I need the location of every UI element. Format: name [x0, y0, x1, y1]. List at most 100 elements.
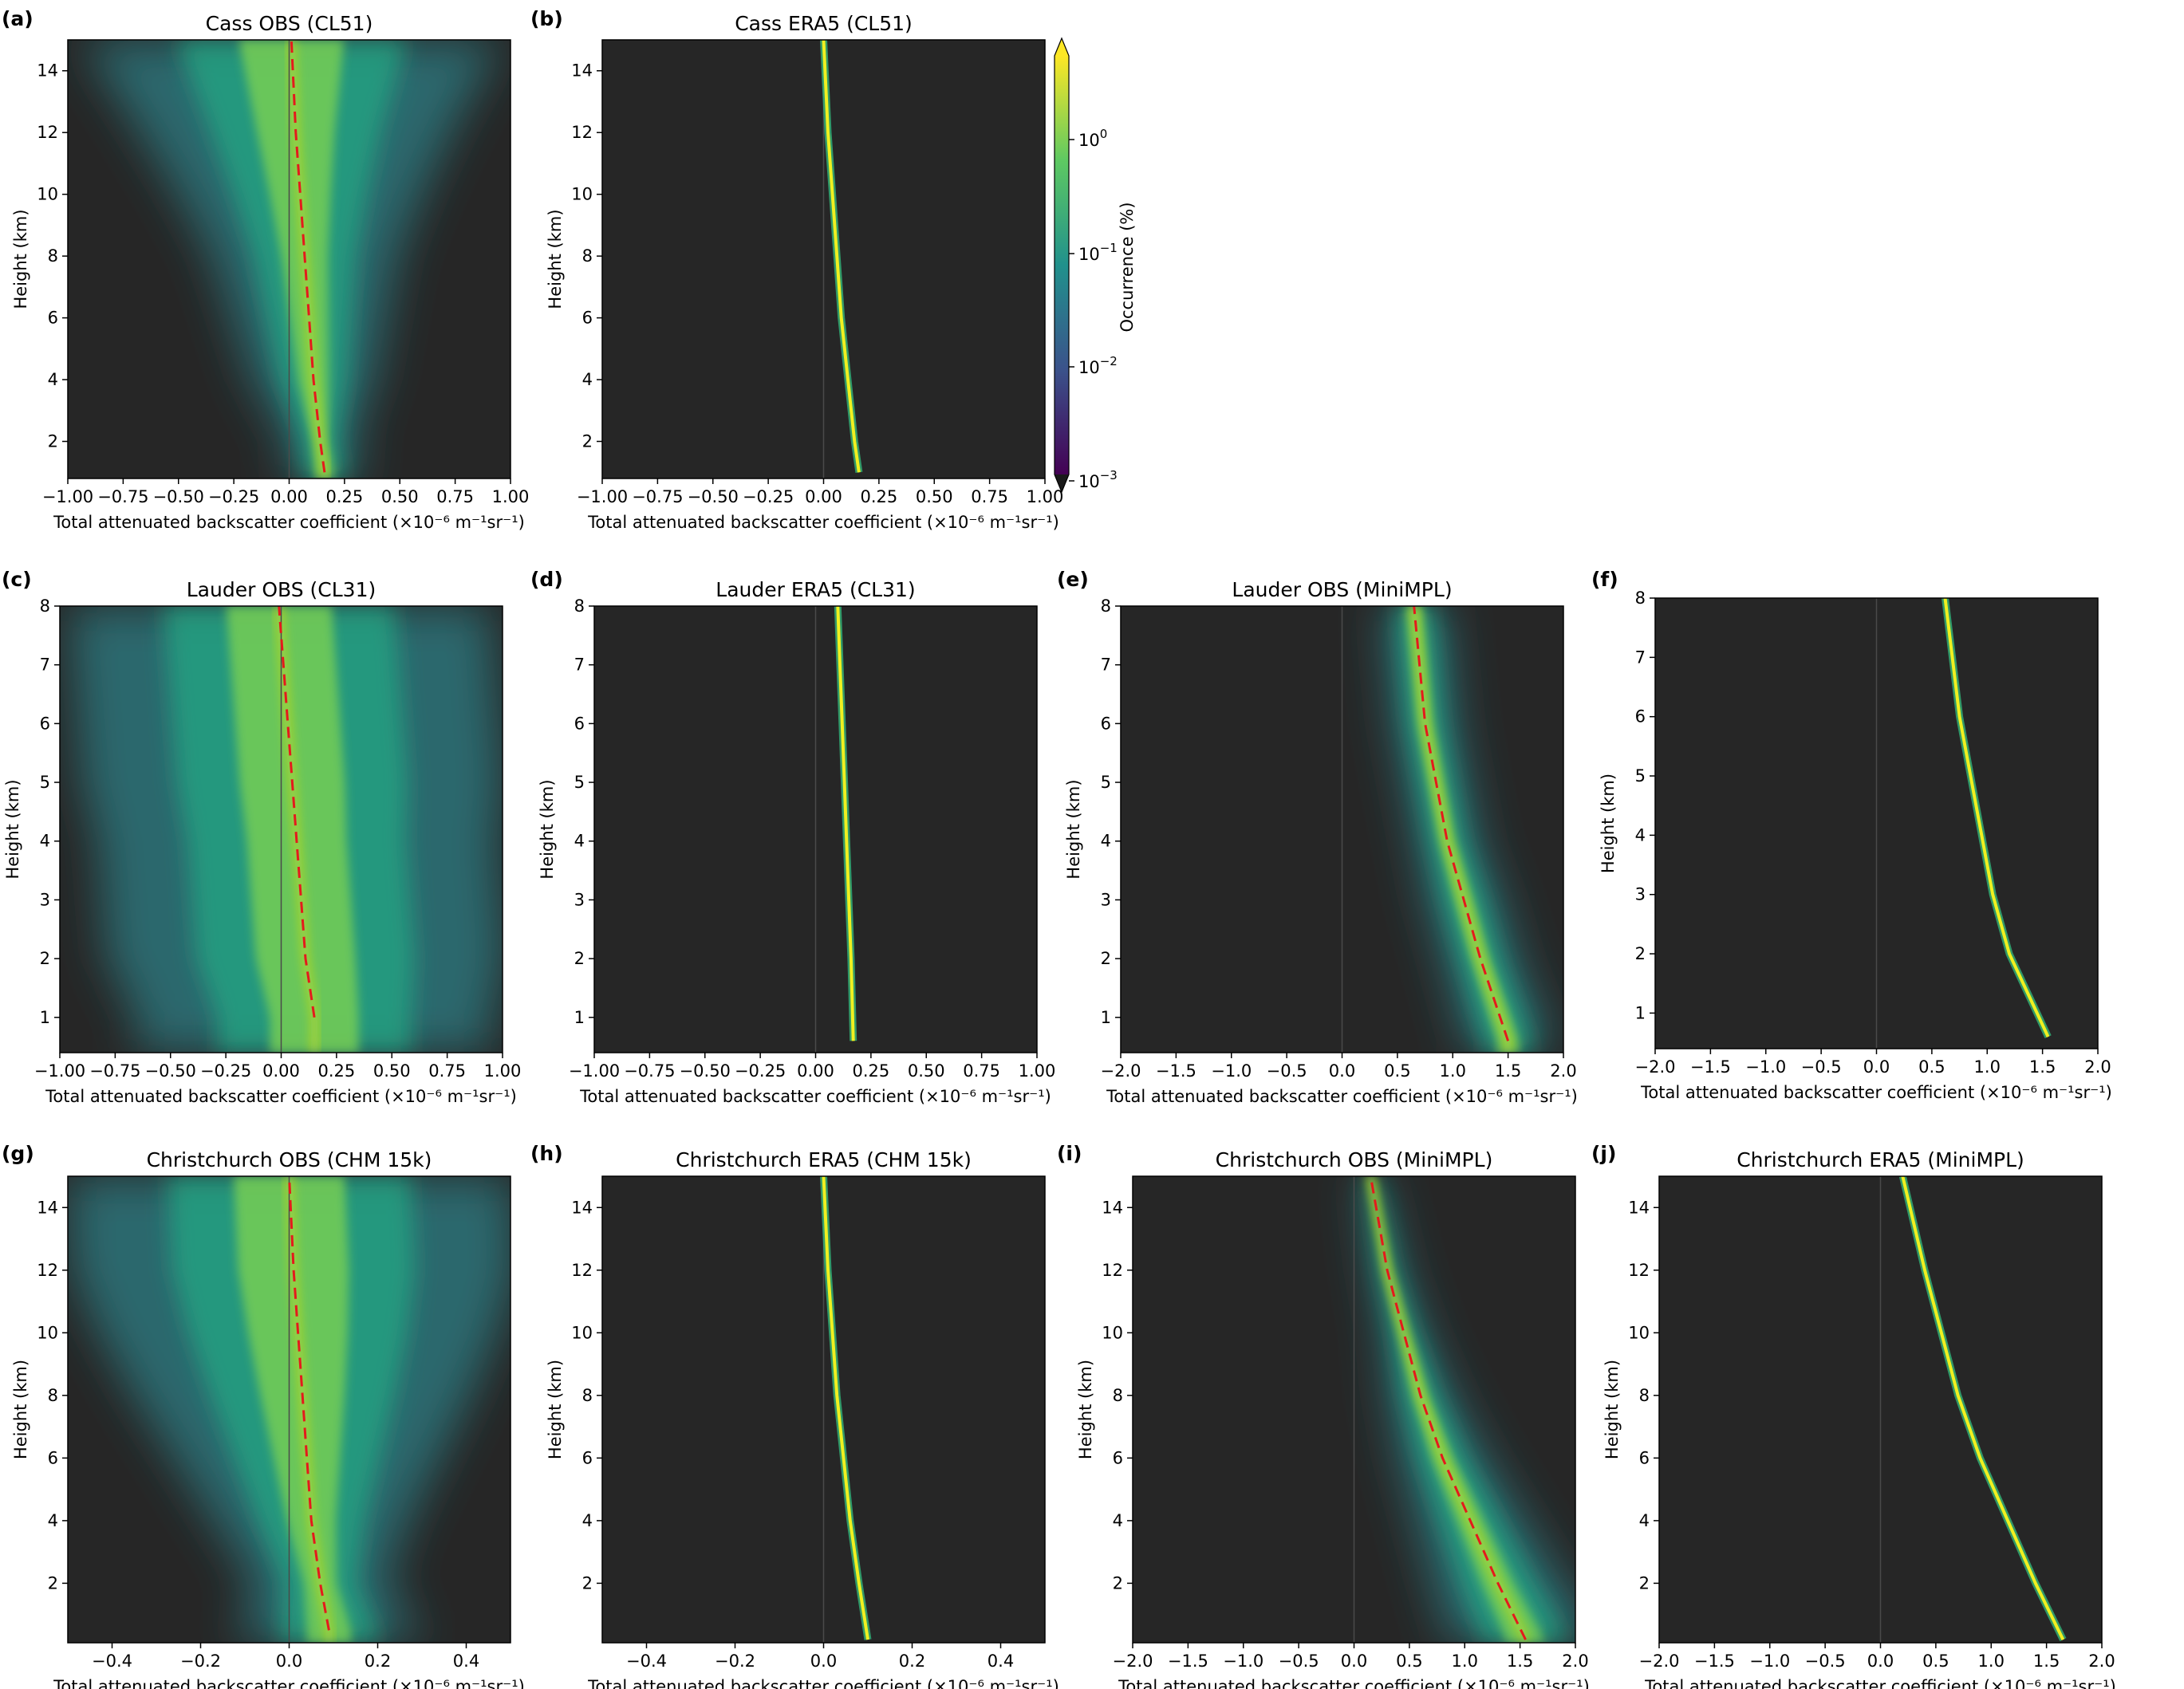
y-tick-label: 10	[1102, 1323, 1123, 1342]
y-tick-label: 8	[1639, 1386, 1650, 1405]
y-tick-label: 5	[40, 773, 50, 792]
panel-letter: (d)	[530, 568, 563, 591]
panel-title: Cass ERA5 (CL51)	[735, 12, 913, 35]
x-tick-label: −0.5	[1279, 1652, 1319, 1671]
x-tick-label: 1.0	[1452, 1652, 1478, 1671]
x-tick-label: −1.0	[1223, 1652, 1263, 1671]
x-tick-label: 0.75	[428, 1061, 466, 1081]
x-tick-label: −0.2	[715, 1652, 755, 1671]
colorbar-frame	[1054, 37, 1070, 494]
y-tick-label: 14	[37, 61, 58, 81]
colorbar-label: Occurrence (%)	[1118, 202, 1137, 332]
x-tick-label: 0.0	[1341, 1652, 1367, 1671]
x-tick-label: −1.00	[42, 487, 93, 506]
y-tick-label: 12	[37, 123, 58, 142]
x-tick-label: 0.00	[270, 487, 308, 506]
plot-area	[1879, 1176, 2067, 1643]
x-tick-label: −0.50	[688, 487, 739, 506]
x-tick-label: −2.0	[1639, 1652, 1680, 1671]
x-axis-label: Total attenuated backscatter coefficient…	[45, 1087, 517, 1106]
x-tick-label: −1.5	[1156, 1061, 1196, 1081]
y-axis-label: Height (km)	[1076, 1360, 1095, 1459]
y-tick-label: 8	[40, 596, 50, 616]
panel-title: Christchurch OBS (CHM 15k)	[147, 1148, 432, 1171]
y-tick-label: 1	[1635, 1003, 1646, 1022]
y-tick-label: 2	[1635, 944, 1646, 963]
y-axis-label: Height (km)	[546, 1360, 565, 1459]
x-axis-label: Total attenuated backscatter coefficient…	[1640, 1083, 2112, 1102]
x-tick-label: 0.50	[373, 1061, 411, 1081]
y-tick-label: 4	[582, 1511, 593, 1530]
y-tick-label: 2	[1639, 1573, 1650, 1593]
y-tick-label: 10	[37, 185, 58, 204]
occurrence-density-1	[1359, 1176, 1575, 1643]
y-tick-label: 2	[1101, 949, 1111, 968]
y-tick-label: 6	[1639, 1448, 1650, 1467]
y-tick-label: 4	[48, 370, 58, 389]
x-tick-label: 0.00	[797, 1061, 834, 1081]
y-tick-label: 8	[1101, 596, 1111, 616]
y-axis-label: Height (km)	[546, 209, 565, 309]
x-tick-label: −0.5	[1267, 1061, 1307, 1081]
mean-profile-line	[278, 606, 316, 1018]
x-tick-label: 1.00	[492, 487, 530, 506]
y-axis-label: Height (km)	[11, 1360, 30, 1459]
panel-title: Christchurch OBS (MiniMPL)	[1216, 1148, 1493, 1171]
x-tick-label: 0.75	[963, 1061, 1000, 1081]
x-tick-label: 0.2	[899, 1652, 925, 1671]
x-tick-label: −0.25	[743, 487, 794, 506]
panel-letter: (b)	[530, 7, 563, 30]
x-tick-label: 0.25	[317, 1061, 355, 1081]
x-tick-label: −0.50	[153, 487, 204, 506]
y-tick-label: 2	[1113, 1573, 1123, 1593]
x-tick-label: −0.25	[735, 1061, 786, 1081]
x-axis-label: Total attenuated backscatter coefficient…	[53, 513, 525, 532]
y-tick-label: 3	[1635, 885, 1646, 904]
plot-area	[1353, 1176, 1575, 1643]
y-tick-label: 3	[574, 890, 585, 909]
x-tick-label: 2.0	[2088, 1652, 2115, 1671]
x-tick-label: 0.5	[1918, 1057, 1945, 1077]
y-tick-label: 4	[1113, 1511, 1123, 1530]
y-tick-label: 8	[582, 1386, 593, 1405]
colorbar-tick-label: 100	[1078, 127, 1107, 150]
plot-area	[820, 1176, 872, 1643]
y-tick-label: 14	[1102, 1198, 1123, 1217]
x-tick-label: 1.0	[1978, 1652, 2005, 1671]
x-tick-label: 1.0	[1974, 1057, 2001, 1077]
y-tick-label: 12	[1102, 1261, 1123, 1280]
y-tick-label: 2	[40, 949, 50, 968]
x-tick-label: 0.0	[1863, 1057, 1890, 1077]
y-tick-label: 3	[1101, 890, 1111, 909]
x-tick-label: 1.5	[2029, 1057, 2056, 1077]
x-tick-label: 0.50	[908, 1061, 945, 1081]
plot-area	[69, 606, 503, 1053]
panel-letter: (i)	[1057, 1142, 1082, 1165]
y-tick-label: 4	[582, 370, 593, 389]
y-axis-label: Height (km)	[3, 779, 22, 879]
plot-area	[1875, 598, 2052, 1049]
panel-g: −0.4 −0.2 0.0 0.2 0.4 2 4 6 8 10 12 14 Total attenua…	[2, 1142, 525, 1689]
x-tick-label: −1.5	[1690, 1057, 1731, 1077]
panel-title: Lauder OBS (MiniMPL)	[1232, 578, 1452, 601]
x-tick-label: 1.00	[1027, 487, 1064, 506]
y-tick-label: 12	[1628, 1261, 1650, 1280]
panel-letter: (e)	[1057, 568, 1089, 591]
panel-letter: (h)	[530, 1142, 563, 1165]
y-axis-label: Height (km)	[538, 779, 557, 879]
colorbar-tick-label: 10−3	[1078, 468, 1118, 491]
y-tick-label: 6	[48, 1448, 58, 1467]
x-tick-label: 0.50	[916, 487, 953, 506]
y-tick-label: 4	[1101, 832, 1111, 851]
y-tick-label: 6	[574, 714, 585, 733]
y-tick-label: 14	[1628, 1198, 1650, 1217]
panel-a: −1.00 −0.75 −0.50 −0.25 0.00 0.25 0.50 0.75 1.00…	[2, 7, 529, 532]
y-tick-label: 6	[1101, 714, 1111, 733]
y-tick-label: 6	[1635, 707, 1646, 726]
colorbar-gradient	[1055, 56, 1069, 474]
y-tick-label: 6	[582, 309, 593, 328]
y-tick-label: 7	[1101, 656, 1111, 675]
y-tick-label: 6	[582, 1448, 593, 1467]
x-tick-label: −2.0	[1635, 1057, 1676, 1077]
